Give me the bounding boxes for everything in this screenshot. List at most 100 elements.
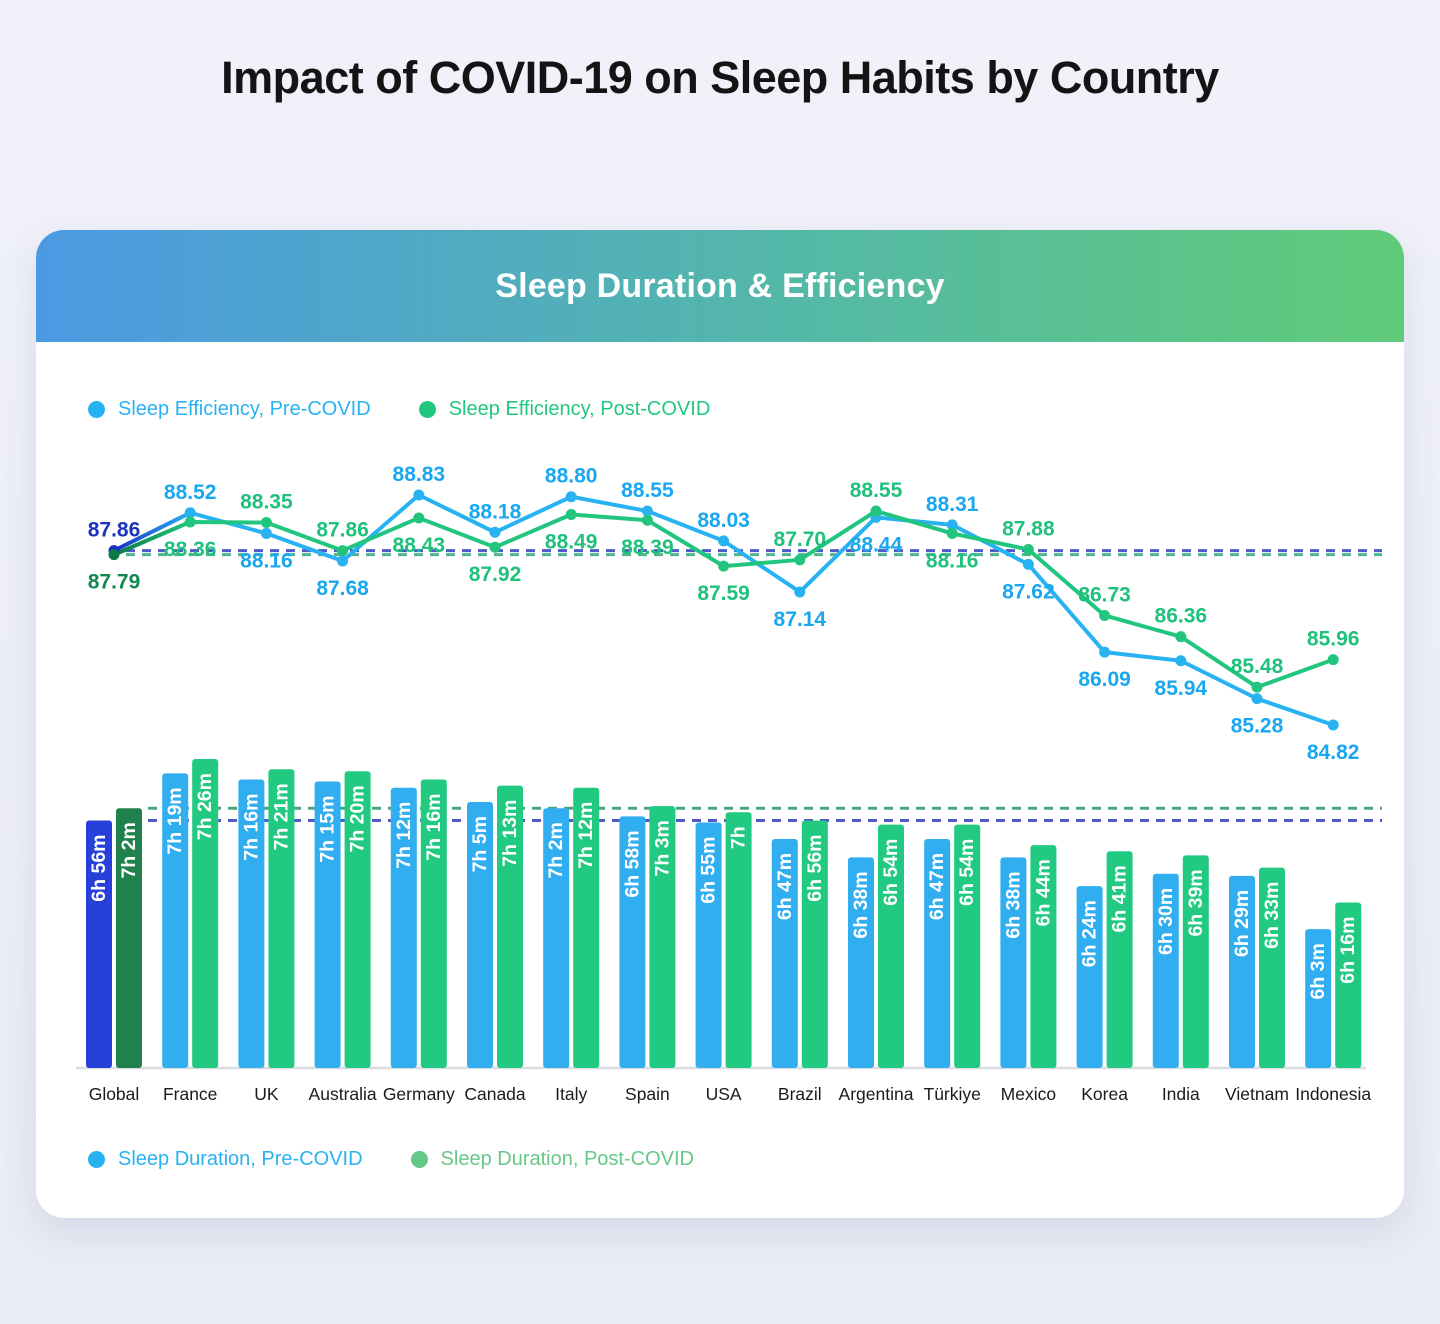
duration-label-post-Indonesia: 6h 16m bbox=[1337, 917, 1359, 984]
duration-label-post-Türkiye: 6h 54m bbox=[956, 839, 978, 906]
efficiency-point-pre-Vietnam bbox=[1251, 693, 1263, 705]
duration-label-pre-USA: 6h 55m bbox=[698, 837, 720, 904]
efficiency-point-post-Italy bbox=[565, 509, 577, 521]
duration-label-post-UK: 7h 21m bbox=[270, 783, 292, 850]
duration-bar-post-Korea bbox=[1106, 851, 1133, 1068]
duration-label-pre-Brazil: 6h 47m bbox=[774, 853, 796, 920]
duration-label-post-USA: 7h bbox=[728, 826, 750, 849]
duration-label-pre-France: 7h 19m bbox=[164, 787, 186, 854]
country-label-France: France bbox=[163, 1084, 217, 1104]
efficiency-value-post-Global: 87.79 bbox=[88, 571, 141, 594]
efficiency-point-pre-USA bbox=[718, 535, 730, 547]
country-label-Germany: Germany bbox=[383, 1084, 455, 1104]
efficiency-value-post-UK: 88.35 bbox=[240, 491, 293, 514]
duration-label-pre-Argentina: 6h 38m bbox=[850, 871, 872, 938]
efficiency-value-pre-France: 88.52 bbox=[164, 481, 217, 504]
efficiency-point-pre-Germany bbox=[413, 489, 425, 501]
efficiency-point-pre-Korea bbox=[1099, 646, 1111, 658]
duration-label-post-Brazil: 6h 56m bbox=[804, 835, 826, 902]
duration-label-pre-Global: 6h 56m bbox=[88, 835, 110, 902]
duration-legend: Sleep Duration, Pre-COVID Sleep Duration… bbox=[88, 1148, 694, 1171]
efficiency-point-post-India bbox=[1175, 631, 1187, 643]
country-label-UK: UK bbox=[254, 1084, 279, 1104]
efficiency-point-pre-Australia bbox=[337, 555, 349, 567]
efficiency-value-post-Germany: 88.43 bbox=[393, 534, 446, 557]
efficiency-point-post-France bbox=[184, 516, 196, 528]
duration-bar-post-Australia bbox=[344, 771, 371, 1068]
panel-header: Sleep Duration & Efficiency bbox=[36, 230, 1404, 342]
legend-label-duration-post: Sleep Duration, Post-COVID bbox=[440, 1148, 694, 1170]
duration-bar-pre-Brazil bbox=[771, 838, 798, 1068]
legend-label-duration-pre: Sleep Duration, Pre-COVID bbox=[118, 1148, 363, 1170]
efficiency-value-pre-Global: 87.86 bbox=[88, 519, 141, 542]
duration-label-post-France: 7h 26m bbox=[194, 773, 216, 840]
efficiency-value-pre-Argentina: 88.44 bbox=[850, 533, 903, 556]
legend-duration-post: Sleep Duration, Post-COVID bbox=[410, 1148, 694, 1171]
efficiency-value-pre-Germany: 88.83 bbox=[393, 463, 446, 486]
efficiency-line-post-global-segment bbox=[113, 520, 191, 557]
efficiency-value-pre-Türkiye: 88.31 bbox=[926, 493, 979, 516]
legend-duration-pre: Sleep Duration, Pre-COVID bbox=[88, 1148, 363, 1171]
duration-bar-post-Argentina bbox=[878, 824, 904, 1068]
country-label-Mexico: Mexico bbox=[1001, 1084, 1056, 1104]
efficiency-value-pre-India: 85.94 bbox=[1155, 677, 1208, 700]
efficiency-point-post-Vietnam bbox=[1251, 681, 1263, 693]
duration-bar-post-Brazil bbox=[801, 820, 828, 1068]
legend-label-efficiency-pre: Sleep Efficiency, Pre-COVID bbox=[118, 398, 371, 420]
duration-bar-pre-Canada bbox=[467, 802, 493, 1068]
country-label-Canada: Canada bbox=[464, 1084, 526, 1104]
duration-bar-pre-Italy bbox=[543, 808, 570, 1068]
efficiency-point-pre-India bbox=[1175, 655, 1187, 667]
country-label-Brazil: Brazil bbox=[778, 1084, 822, 1104]
duration-bar-pre-Korea bbox=[1076, 886, 1103, 1068]
panel-title: Sleep Duration & Efficiency bbox=[495, 266, 945, 305]
page: Impact of COVID-19 on Sleep Habits by Co… bbox=[0, 52, 1440, 1218]
duration-bar-post-UK bbox=[268, 769, 295, 1068]
efficiency-value-pre-Italy: 88.80 bbox=[545, 465, 598, 488]
efficiency-value-pre-Vietnam: 85.28 bbox=[1231, 715, 1284, 738]
duration-bar-pre-Argentina bbox=[848, 857, 874, 1068]
country-label-India: India bbox=[1162, 1084, 1200, 1104]
duration-bar-pre-Global bbox=[86, 820, 112, 1068]
efficiency-point-post-Korea bbox=[1099, 609, 1111, 621]
duration-label-pre-Korea: 6h 24m bbox=[1079, 900, 1101, 967]
efficiency-point-pre-Indonesia bbox=[1327, 719, 1339, 731]
duration-bar-post-Canada bbox=[497, 785, 523, 1068]
duration-bar-post-India bbox=[1182, 855, 1209, 1068]
duration-label-pre-Canada: 7h 5m bbox=[469, 816, 491, 872]
efficiency-point-post-Australia bbox=[337, 545, 349, 557]
duration-label-pre-Mexico: 6h 38m bbox=[1002, 871, 1024, 938]
efficiency-point-pre-Spain bbox=[641, 505, 653, 517]
duration-bar-post-Global bbox=[116, 808, 142, 1068]
duration-label-pre-Italy: 7h 2m bbox=[545, 822, 567, 878]
country-label-Indonesia: Indonesia bbox=[1295, 1084, 1371, 1104]
duration-bar-post-USA bbox=[725, 812, 752, 1068]
legend-dot-duration-post-icon bbox=[410, 1151, 428, 1168]
legend-dot-efficiency-post-icon bbox=[418, 401, 436, 418]
country-label-Spain: Spain bbox=[625, 1084, 670, 1104]
country-label-Türkiye: Türkiye bbox=[924, 1084, 981, 1104]
duration-bar-post-Spain bbox=[649, 806, 676, 1068]
legend-efficiency-post: Sleep Efficiency, Post-COVID bbox=[418, 398, 710, 421]
duration-label-pre-Vietnam: 6h 29m bbox=[1231, 890, 1253, 957]
efficiency-value-pre-Canada: 88.18 bbox=[469, 500, 522, 523]
duration-bar-post-Germany bbox=[420, 779, 447, 1068]
duration-label-post-Canada: 7h 13m bbox=[499, 800, 521, 867]
duration-bar-pre-UK bbox=[238, 779, 265, 1068]
efficiency-value-post-USA: 87.59 bbox=[697, 582, 750, 605]
duration-label-pre-India: 6h 30m bbox=[1155, 888, 1177, 955]
efficiency-legend: Sleep Efficiency, Pre-COVID Sleep Effici… bbox=[88, 398, 710, 421]
efficiency-value-post-Italy: 88.49 bbox=[545, 531, 598, 554]
country-label-Vietnam: Vietnam bbox=[1225, 1084, 1289, 1104]
country-label-Argentina: Argentina bbox=[839, 1084, 914, 1104]
duration-label-post-Mexico: 6h 44m bbox=[1032, 859, 1054, 926]
efficiency-point-post-Brazil bbox=[794, 554, 806, 566]
efficiency-point-pre-Türkiye bbox=[946, 519, 958, 531]
duration-bar-pre-Indonesia bbox=[1305, 929, 1332, 1068]
country-label-Italy: Italy bbox=[555, 1084, 587, 1104]
duration-label-post-India: 6h 39m bbox=[1185, 869, 1207, 936]
duration-label-pre-Türkiye: 6h 47m bbox=[926, 853, 948, 920]
duration-label-pre-Spain: 6h 58m bbox=[621, 830, 643, 897]
efficiency-value-post-Australia: 87.86 bbox=[316, 519, 369, 542]
country-label-Korea: Korea bbox=[1081, 1084, 1128, 1104]
